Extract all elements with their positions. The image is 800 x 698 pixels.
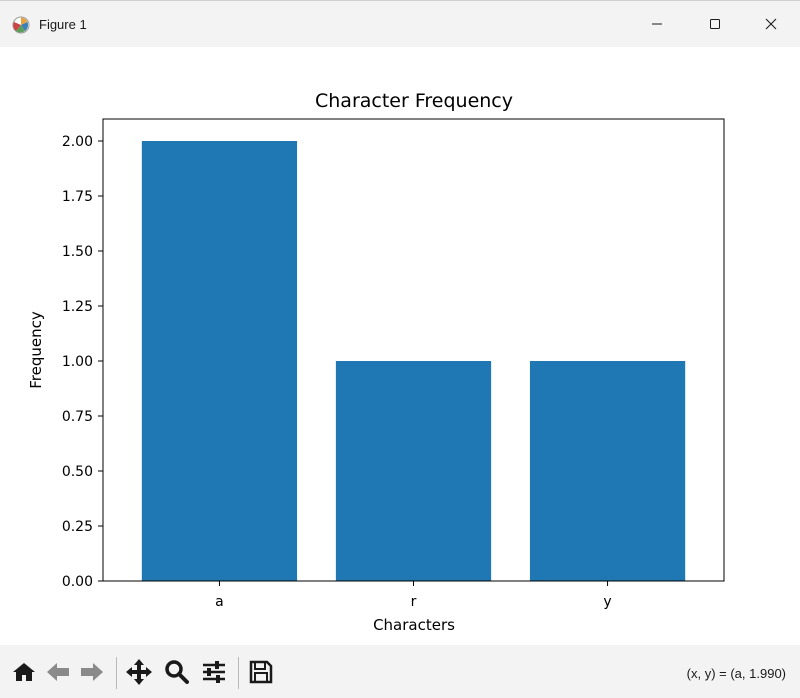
window-title: Figure 1 <box>39 17 87 32</box>
home-button[interactable] <box>10 657 38 687</box>
minimize-button[interactable] <box>628 1 686 47</box>
home-icon <box>13 663 35 681</box>
configure-subplots-button[interactable] <box>199 657 229 687</box>
toolbar-separator <box>238 657 239 689</box>
bar-r <box>335 361 492 581</box>
y-tick-label: 1.50 <box>62 244 93 260</box>
back-arrow-icon <box>47 663 69 681</box>
x-tick-label: y <box>603 594 611 610</box>
maximize-icon <box>710 19 720 29</box>
matplotlib-logo-icon <box>12 16 30 34</box>
close-icon <box>765 18 777 30</box>
y-tick-label: 0.00 <box>62 574 93 590</box>
y-tick-label: 1.00 <box>62 354 93 370</box>
x-axis-label: Characters <box>373 616 455 634</box>
bar-chart[interactable]: Character Frequency 0.00 0.25 0.50 0.75 1.00… <box>0 47 800 645</box>
toolbar-separator <box>116 657 117 689</box>
y-tick-label: 0.50 <box>62 464 93 480</box>
zoom-button[interactable] <box>162 657 192 687</box>
configure-subplots-icon <box>203 661 225 683</box>
y-tick-label: 0.25 <box>62 519 93 535</box>
y-tick-label: 1.75 <box>62 189 93 205</box>
bar-y <box>529 361 686 581</box>
maximize-button[interactable] <box>686 1 744 47</box>
save-icon <box>249 660 273 684</box>
minimize-icon <box>652 23 662 25</box>
pan-icon <box>126 659 152 685</box>
close-button[interactable] <box>742 1 800 47</box>
forward-arrow-icon <box>81 663 103 681</box>
save-button[interactable] <box>246 657 276 687</box>
zoom-icon <box>165 660 189 684</box>
y-tick-label: 1.25 <box>62 299 93 315</box>
cursor-coordinates: (x, y) = (a, 1.990) <box>686 666 786 681</box>
back-button[interactable] <box>43 657 73 687</box>
title-bar: Figure 1 <box>0 1 800 47</box>
x-tick-label: r <box>411 594 417 610</box>
y-tick-label: 0.75 <box>62 409 93 425</box>
figure-canvas[interactable]: Character Frequency 0.00 0.25 0.50 0.75 1.00… <box>0 47 800 645</box>
forward-button[interactable] <box>77 657 107 687</box>
navigation-toolbar: (x, y) = (a, 1.990) <box>0 645 800 698</box>
pan-button[interactable] <box>124 657 154 687</box>
chart-title: Character Frequency <box>315 90 513 112</box>
y-axis-label: Frequency <box>27 311 45 389</box>
bar-a <box>141 141 298 581</box>
x-tick-label: a <box>215 594 224 610</box>
y-tick-label: 2.00 <box>62 134 93 150</box>
